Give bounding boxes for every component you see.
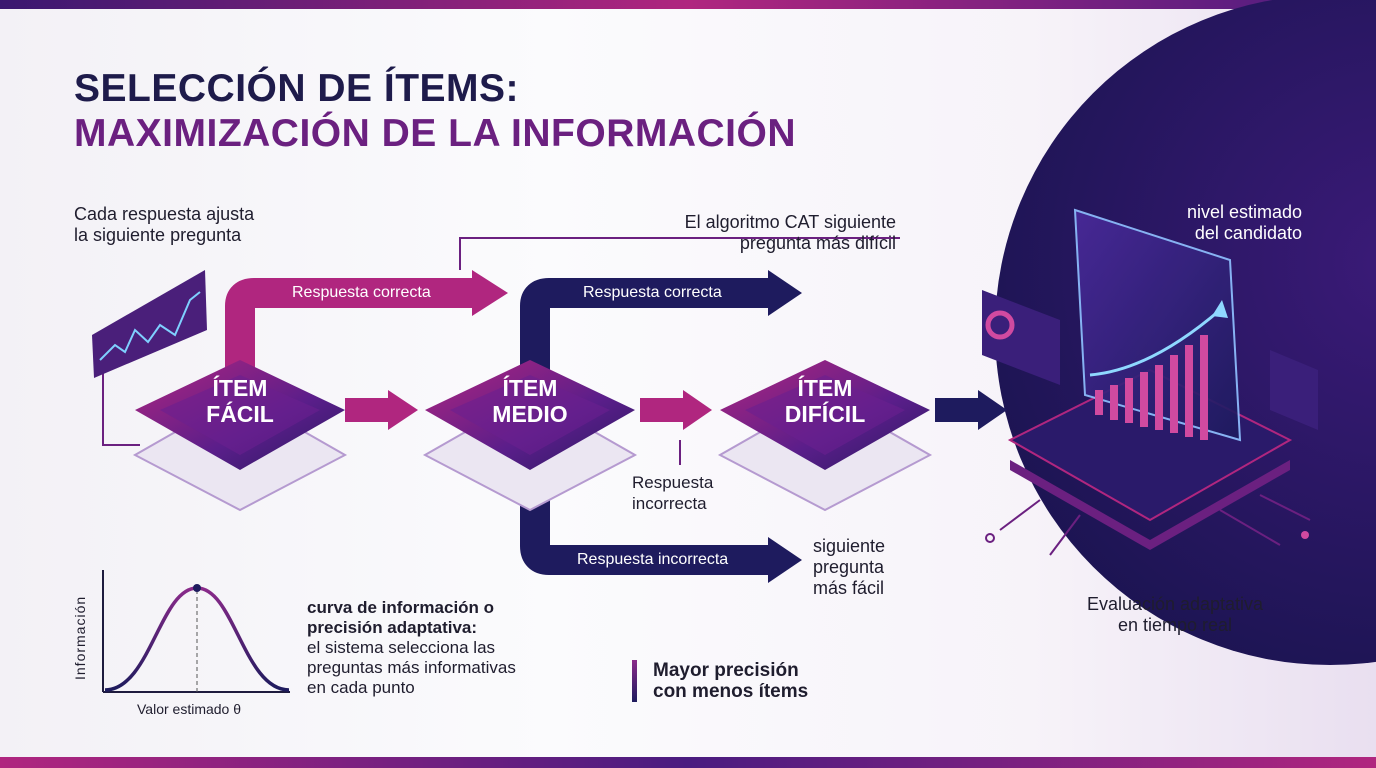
arrow-label-correct-2: Respuesta correcta — [583, 284, 722, 301]
item-easy-label: ÍTEM FÁCIL — [160, 375, 320, 427]
item-line: ÍTEM — [502, 375, 558, 401]
item-line: FÁCIL — [206, 401, 274, 427]
item-diamond-hard — [717, 360, 933, 512]
highlight-text: Mayor precisión con menos ítems — [653, 660, 808, 702]
title-line-2: MAXIMIZACIÓN DE LA INFORMACIÓN — [74, 112, 797, 155]
note-line: Evaluación adaptativa — [1086, 594, 1264, 614]
item-hard-label: ÍTEM DIFÍCIL — [745, 375, 905, 427]
caption-bold-line: curva de información o — [307, 598, 495, 617]
highlight-line: con menos ítems — [653, 681, 809, 702]
highlight-line: Mayor precisión — [653, 660, 799, 681]
note-line: siguiente — [813, 536, 886, 556]
arrow-label-incorrect: Respuesta incorrecta — [577, 551, 729, 568]
note-line: incorrecta — [632, 494, 707, 513]
note-line: nivel estimado — [1186, 202, 1302, 222]
note-easier: siguiente pregunta más fácil — [813, 536, 885, 599]
note-line: más fácil — [813, 578, 885, 598]
note-realtime: Evaluación adaptativa en tiempo real — [1040, 594, 1310, 636]
page-title: SELECCIÓN DE ÍTEMS: MAXIMIZACIÓN DE LA I… — [74, 66, 796, 156]
item-diamond-easy — [132, 360, 348, 512]
arrow-incorrect — [520, 450, 770, 575]
curve-x-label: Valor estimado θ — [137, 701, 242, 717]
caption-bold-line: precisión adaptativa: — [307, 618, 478, 637]
arrow-3-result — [978, 390, 1007, 430]
note-line: en tiempo real — [1117, 615, 1233, 635]
note-adjust: Cada respuesta ajusta la siguiente pregu… — [74, 204, 254, 246]
bottom-accent-bar — [0, 757, 1376, 768]
note-line: El algoritmo CAT siguiente — [684, 212, 896, 232]
top-accent-bar — [0, 0, 1376, 9]
note-line: del candidato — [1194, 223, 1302, 243]
arrow-incorrect-head — [768, 537, 802, 583]
note-incorrect: Respuesta incorrecta — [632, 472, 713, 514]
item-medium-label: ÍTEM MEDIO — [450, 375, 610, 427]
caption-line: el sistema selecciona las — [307, 638, 496, 657]
item-line: ÍTEM — [797, 375, 853, 401]
note-line: pregunta más difícil — [739, 233, 896, 253]
caption-line: en cada punto — [307, 678, 415, 697]
algorithm-line — [459, 237, 900, 270]
chart-panel-icon — [92, 270, 207, 378]
note-algorithm: El algoritmo CAT siguiente pregunta más … — [600, 212, 896, 254]
laptop-dashboard-illustration — [982, 208, 1318, 556]
note-line: Cada respuesta ajusta — [74, 204, 255, 224]
note-line: la siguiente pregunta — [74, 225, 242, 245]
caption-line: preguntas más informativas — [307, 658, 516, 677]
arrow-label-correct-1: Respuesta correcta — [292, 284, 431, 301]
arrow-correct-2 — [520, 278, 770, 370]
peak-point — [193, 584, 201, 592]
note-line: Respuesta — [632, 473, 714, 492]
arrow-correct-1-head — [472, 270, 508, 316]
arrow-1-2 — [388, 390, 418, 430]
arrow-2-3 — [683, 390, 712, 430]
title-line-1: SELECCIÓN DE ÍTEMS: — [74, 67, 520, 110]
item-line: MEDIO — [492, 401, 568, 427]
highlight-bar — [632, 660, 637, 702]
curve-y-label: Información — [72, 595, 88, 680]
curve-caption: curva de información o precisión adaptat… — [307, 598, 516, 698]
item-diamond-medium — [422, 360, 638, 512]
arrow-correct-1 — [225, 278, 475, 370]
note-level: nivel estimado del candidato — [1140, 202, 1302, 244]
note-line: pregunta — [813, 557, 885, 577]
arrow-correct-2-head — [768, 270, 802, 316]
item-line: ÍTEM — [212, 375, 268, 401]
item-line: DIFÍCIL — [784, 401, 866, 427]
information-curve-chart — [102, 570, 290, 693]
